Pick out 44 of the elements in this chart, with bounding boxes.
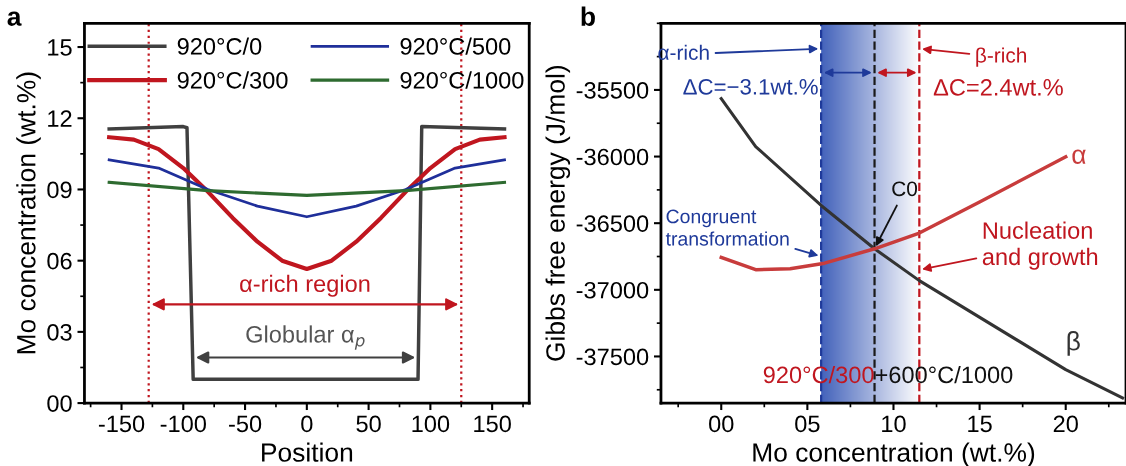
series-label: α	[1072, 149, 1086, 164]
text: a	[7, 11, 22, 26]
annotation: ΔC=−3.1wt.%	[683, 78, 818, 95]
annotation: α-rich region	[240, 274, 370, 297]
legend-label: 920°C/0	[177, 37, 262, 55]
y-tick-label: -35500	[576, 82, 649, 99]
annotation: ΔC=2.4wt.%	[933, 78, 1063, 96]
y-tick-label: 12	[48, 110, 72, 127]
line-series	[107, 158, 506, 219]
text: b	[581, 6, 595, 26]
line-series	[107, 124, 507, 382]
x-tick-label: 50	[356, 415, 381, 433]
x-tick-label: 10	[882, 415, 906, 433]
annotation: Congruent transformation	[665, 209, 789, 246]
x-tick-label: -50	[229, 415, 262, 433]
x-tick-label: -150	[98, 415, 145, 433]
x-tick-label: -100	[160, 415, 206, 433]
annotation: Globular α$_{p}$	[246, 325, 365, 350]
annotation: β-rich	[976, 47, 1027, 67]
x-tick-label: 0	[301, 415, 313, 433]
x-tick-label: 20	[1053, 415, 1078, 433]
x-tick-label: 15	[968, 415, 992, 433]
y-tick-label: 00	[47, 395, 72, 412]
legend-label: 920°C/300	[177, 71, 288, 89]
y-tick-label: 03	[47, 323, 72, 341]
y-tick-label: 15	[48, 39, 72, 56]
legend-label: 920°C/1000	[400, 71, 524, 89]
y-tick-label: -36000	[576, 148, 649, 166]
y-axis-title: Gibbs free energy (J/mol)	[545, 65, 571, 361]
x-axis-title: Position	[262, 442, 353, 462]
x-tick-label: 100	[412, 415, 450, 433]
y-tick-label: -37500	[576, 348, 649, 366]
y-tick-label: 06	[47, 252, 72, 270]
x-tick-label: 00	[709, 415, 734, 433]
y-tick-label: -36500	[576, 215, 649, 232]
legend-label: 920°C/500	[400, 37, 511, 55]
y-tick-label: -37000	[576, 281, 649, 299]
annotation: Nucleation and growth	[982, 221, 1098, 270]
x-tick-label: 150	[474, 415, 511, 433]
annotation: C0	[892, 181, 918, 197]
y-tick-label: 09	[47, 181, 72, 199]
series-label: β	[1067, 331, 1080, 356]
y-axis-title: Mo concentration (wt.%)	[16, 72, 41, 354]
x-tick-label: 05	[795, 415, 820, 433]
